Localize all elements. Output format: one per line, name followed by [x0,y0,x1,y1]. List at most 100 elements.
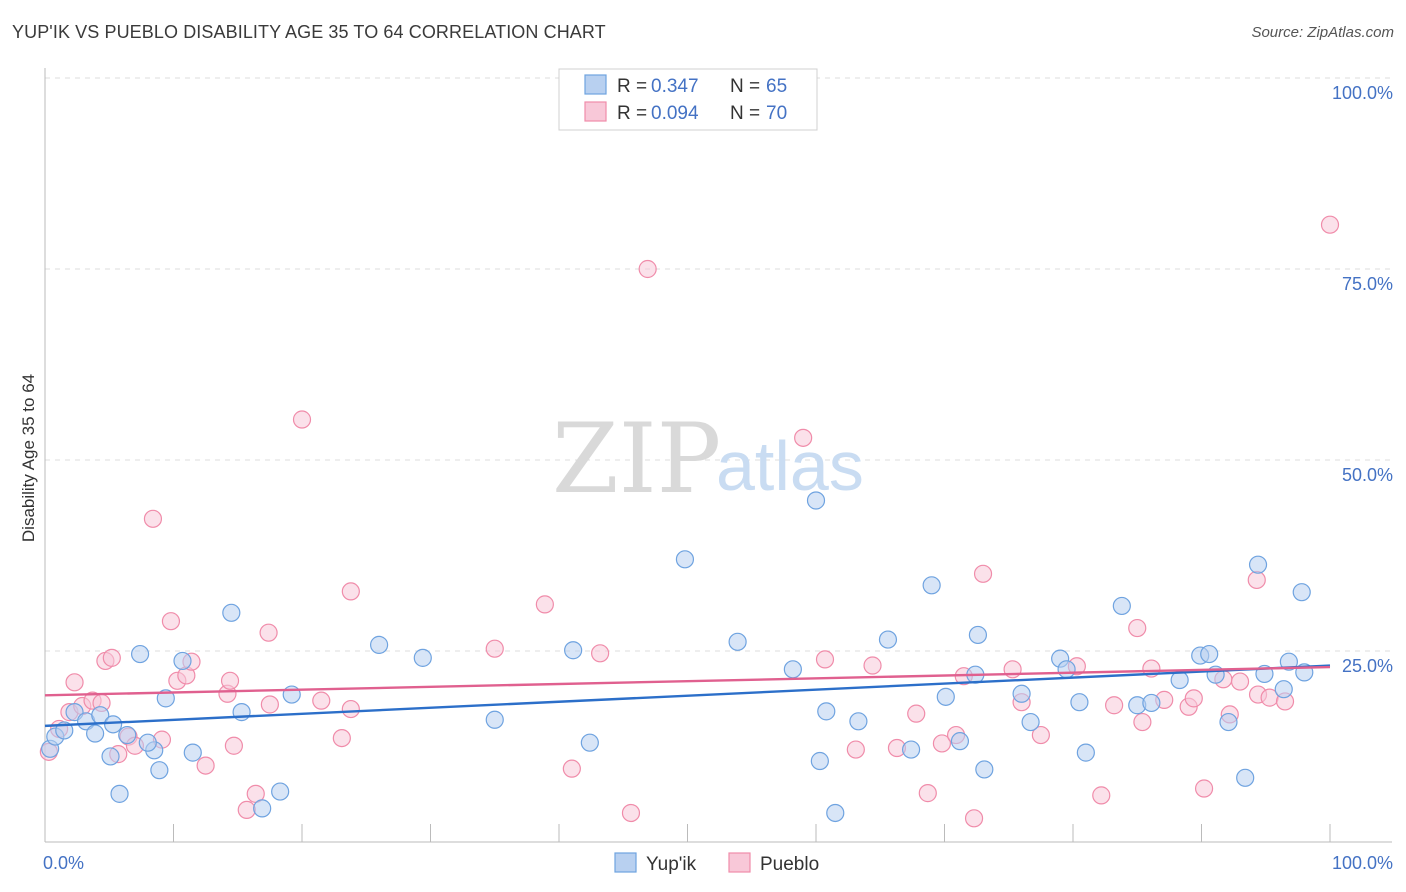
pueblo-point [1247,570,1266,590]
yupik-point [110,784,129,803]
legend-stats: R = 0.347 N = 65 R = 0.094 N = 70 [558,68,818,131]
y-tick-label: 50.0% [1342,465,1393,485]
yupik-point [975,760,994,779]
yupik-point [968,625,988,645]
yupik-point [183,743,202,762]
pueblo-point [932,734,952,753]
pueblo-point [196,756,215,775]
legend-series: Yup'ik Pueblo [614,852,819,875]
legend-swatch [584,74,607,95]
chart-source: Source: ZipAtlas.com [1251,24,1394,41]
yupik-point [783,660,802,679]
yupik-point [878,630,898,649]
pueblo-point [1128,618,1147,638]
yupik-point [1170,670,1189,690]
yupik-point [101,747,120,766]
yupik-point [104,715,123,734]
pueblo-point [562,759,581,778]
tick-labels: 25.0% 50.0% 75.0% 100.0% 0.0% 100.0% [43,83,1393,873]
yupik-trend-line [44,664,1331,728]
legend-r-label: R = [617,103,647,124]
pueblo-point [260,695,279,714]
yupik-point [936,687,955,706]
legend-r-value: 0.094 [651,103,699,124]
yupik-point [1012,684,1031,703]
yupik-point [138,733,157,752]
yupik-point [1142,693,1161,713]
legend-series-swatch [728,852,751,873]
pueblo-trend-line [44,665,1331,697]
axes [44,68,1392,843]
yupik-point [1219,712,1238,732]
yupik-point [156,689,175,708]
yupik-point [173,651,192,671]
legend-n-value: 70 [766,103,787,124]
yupik-point [1292,583,1311,602]
yupik-point [485,710,504,729]
trend-lines [44,664,1331,728]
legend-r-value: 0.347 [651,76,699,97]
yupik-point [1236,768,1255,787]
yupik-point [950,732,970,751]
yupik-point [1274,680,1293,699]
legend-series-swatch [614,852,637,873]
watermark-atlas: atlas [716,427,864,505]
yupik-point [413,648,432,667]
pueblo-point [621,803,641,823]
legend-n-value: 65 [766,76,787,97]
yupik-point [580,733,599,752]
legend-r-label: R = [617,76,647,97]
pueblo-point [1031,725,1050,745]
pueblo-point [973,564,993,583]
pueblo-point [863,656,882,675]
yupik-point [826,803,845,823]
y-tick-label: 75.0% [1342,274,1393,294]
yupik-point [806,491,826,510]
pueblo-point [161,612,181,631]
x-tick-label-right: 100.0% [1332,853,1393,873]
pueblo-point [815,650,835,669]
pueblo-point [1230,672,1250,691]
legend-n-label: N = [730,76,760,97]
yupik-point [1021,712,1040,732]
pueblo-point [1194,779,1214,798]
chart-title: YUP'IK VS PUEBLO DISABILITY AGE 35 TO 64… [12,22,606,42]
pueblo-point [794,428,813,447]
pueblo-point [341,699,360,719]
pueblo-point [220,671,240,690]
pueblo-point [102,648,121,667]
yupik-point [1070,693,1089,712]
pueblo-point [332,728,351,748]
watermark-zip: ZIP [552,403,721,515]
yupik-point [849,712,868,731]
data-points [39,215,1340,828]
x-tick-label-left: 0.0% [43,853,84,873]
pueblo-point [964,809,984,828]
pueblo-point [292,410,312,429]
pueblo-point [1320,215,1340,234]
yupik-point [150,761,169,780]
yupik-point [728,632,747,651]
pueblo-point [65,673,84,692]
yupik-point [901,740,921,759]
pueblo-point [1105,696,1124,715]
yupik-point [118,725,137,745]
pueblo-point [341,582,360,601]
pueblo-point [237,800,256,820]
yupik-point [253,799,272,818]
yupik-point [675,550,695,569]
legend-series-label: Pueblo [760,854,819,875]
pueblo-point [1184,689,1203,708]
yupik-point [1279,652,1298,671]
y-axis-title: Disability Age 35 to 64 [19,374,38,542]
y-tick-label: 100.0% [1332,83,1393,103]
yupik-point [817,702,836,721]
pueblo-point [918,784,937,803]
yupik-point [922,576,941,595]
legend-swatch [584,101,607,122]
yupik-point [370,635,389,654]
yupik-point [810,751,829,771]
pueblo-point [224,736,243,755]
gridlines [45,77,1392,652]
